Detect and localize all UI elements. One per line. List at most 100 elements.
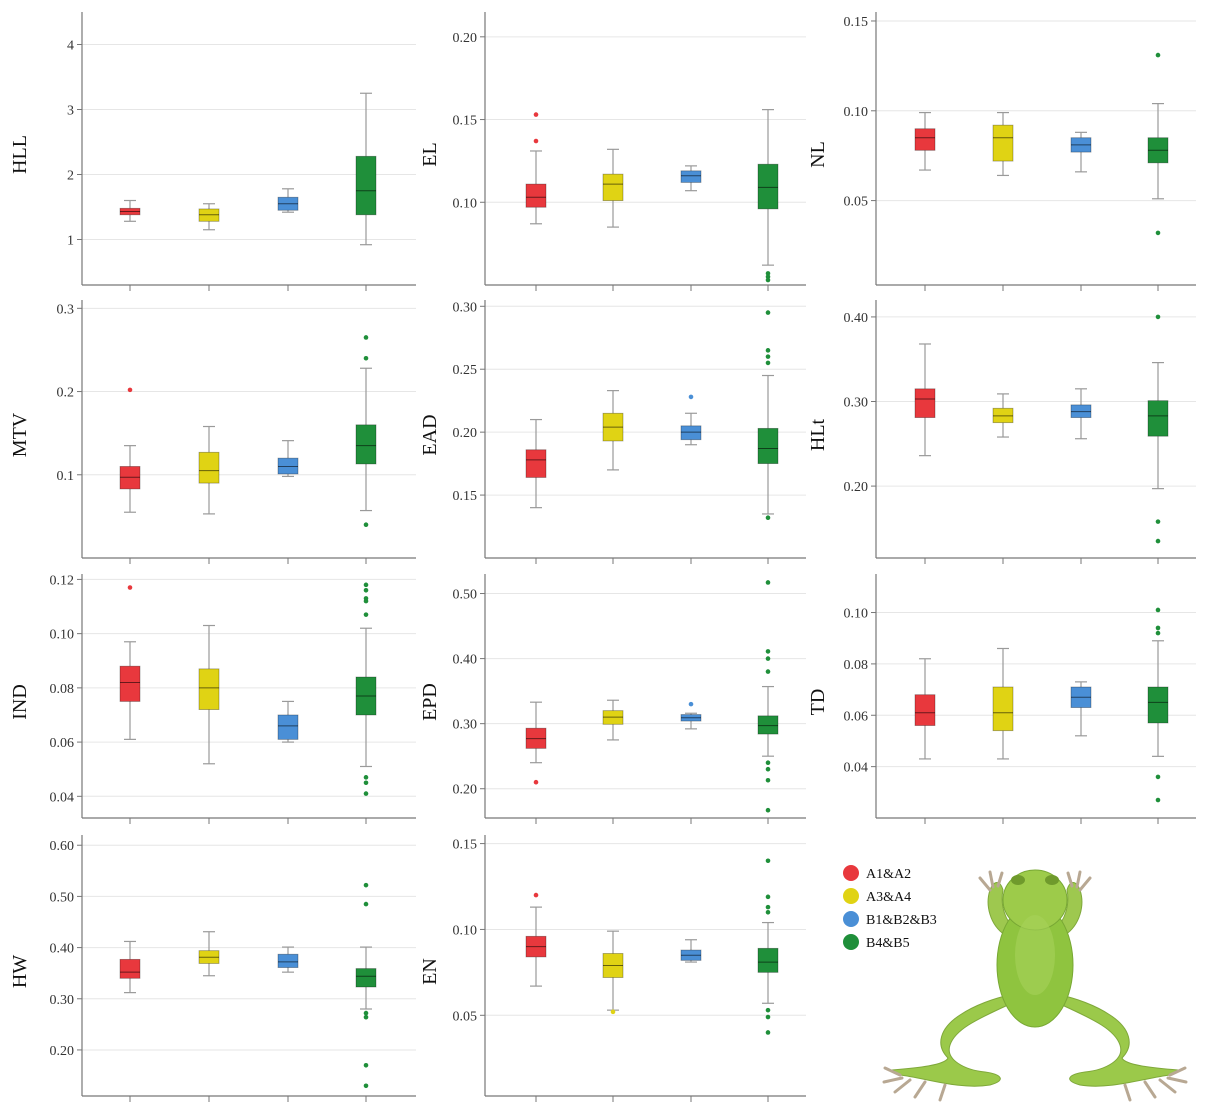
outlier-point: [688, 701, 694, 707]
box-iqr: [355, 968, 377, 988]
box-a1-a2: [525, 418, 547, 509]
outlier-point: [533, 892, 539, 898]
box-a3-a4: [992, 111, 1014, 177]
box-a1-a2: [119, 585, 141, 740]
box-b4-b5: [355, 335, 377, 528]
box-b1-b2-b3: [680, 701, 702, 730]
y-tick-label: 0.30: [50, 993, 75, 1008]
y-tick-label: 0.05: [844, 195, 869, 210]
panel-en: 0.05 0.10 0.15 EN: [419, 835, 806, 1102]
legend-label-a3a4: A3&A4: [866, 890, 911, 905]
outlier-point: [363, 775, 369, 780]
y-tick-label: 0.3: [57, 302, 75, 317]
y-axis-label: HLt: [807, 418, 829, 451]
y-tick-label: 0.10: [453, 196, 478, 211]
box-a3-a4: [198, 425, 220, 515]
legend-item-a3a4: A3&A4: [843, 888, 911, 905]
outlier-point: [1155, 630, 1161, 636]
box-b4-b5: [355, 882, 377, 1089]
box-b1-b2-b3: [680, 165, 702, 192]
box-iqr: [680, 425, 702, 441]
box-b4-b5: [355, 582, 377, 796]
box-iqr: [525, 183, 547, 208]
box-a1-a2: [914, 658, 936, 760]
box-a3-a4: [992, 647, 1014, 760]
y-tick-label: 0.30: [453, 300, 478, 315]
outlier-point: [765, 310, 771, 315]
panel-hll: 1 2 3 4 HLL: [9, 12, 416, 291]
frog-right-foot: [1123, 1066, 1188, 1102]
box-iqr: [355, 424, 377, 465]
box-b1-b2-b3: [277, 700, 299, 743]
outlier-point: [533, 112, 539, 117]
y-tick-label: 1: [67, 234, 74, 249]
legend-item-b4b5: B4&B5: [843, 934, 910, 951]
y-tick-label: 0.05: [453, 1009, 478, 1024]
outlier-point: [363, 582, 369, 588]
y-tick-label: 0.40: [453, 653, 478, 668]
box-iqr: [198, 668, 220, 710]
outlier-point: [363, 1010, 369, 1016]
y-tick-label: 0.06: [844, 709, 869, 724]
legend-label-a1a2: A1&A2: [866, 867, 911, 882]
box-iqr: [914, 128, 936, 151]
panels: 1234HLL0.100.150.20EL0.050.100.15NL0.10.…: [9, 12, 1196, 1102]
box-a3-a4: [602, 930, 624, 1015]
outlier-point: [765, 277, 771, 283]
outlier-point: [363, 791, 369, 796]
box-a1-a2: [119, 199, 141, 222]
box-iqr: [119, 665, 141, 702]
y-tick-label: 0.15: [453, 114, 478, 129]
outlier-point: [765, 1030, 771, 1035]
box-iqr: [992, 124, 1014, 162]
y-tick-label: 0.30: [844, 396, 869, 411]
y-tick-label: 3: [67, 104, 74, 119]
legend-swatch-b1b2b3: [843, 911, 859, 927]
y-tick-label: 0.40: [844, 311, 869, 326]
outlier-point: [765, 777, 771, 783]
outlier-point: [765, 894, 771, 900]
y-axis-label: EL: [419, 142, 441, 166]
box-iqr: [914, 388, 936, 418]
outlier-point: [127, 387, 133, 393]
box-a3-a4: [602, 148, 624, 228]
box-iqr: [277, 714, 299, 740]
y-axis-label: EPD: [419, 683, 441, 721]
panel-ead: 0.15 0.20 0.25 0.30 EAD: [419, 300, 806, 564]
y-tick-label: 0.20: [453, 426, 478, 441]
frog-right-hind-leg: [1059, 994, 1180, 1087]
y-axis-label: EAD: [419, 414, 441, 455]
outlier-point: [363, 1062, 369, 1068]
box-iqr: [1147, 400, 1169, 437]
outlier-point: [363, 587, 369, 593]
box-b1-b2-b3: [1070, 131, 1092, 173]
legend-swatch-a1a2: [843, 865, 859, 881]
box-a1-a2: [525, 701, 547, 785]
y-tick-label: 0.15: [844, 15, 869, 30]
box-iqr: [757, 163, 779, 210]
panel-hlt: 0.20 0.30 0.40 HLt: [807, 300, 1196, 564]
outlier-point: [765, 580, 771, 585]
y-tick-label: 0.60: [50, 839, 75, 854]
outlier-point: [1155, 314, 1161, 320]
frog-left-foot: [882, 1066, 947, 1102]
y-axis-label: HLL: [9, 135, 31, 174]
box-iqr: [757, 947, 779, 973]
legend-item-b1b2b3: B1&B2&B3: [843, 911, 937, 928]
outlier-point: [127, 585, 133, 590]
frog-photo: [882, 869, 1188, 1102]
outlier-point: [765, 669, 771, 674]
outlier-point: [363, 882, 369, 888]
y-tick-label: 0.08: [844, 658, 869, 673]
y-axis-label: MTV: [9, 412, 31, 457]
frog-left-hind-leg: [890, 994, 1011, 1087]
y-tick-label: 0.04: [844, 761, 869, 776]
frog-right-eye: [1045, 875, 1059, 885]
box-b4-b5: [1147, 607, 1169, 803]
box-iqr: [355, 155, 377, 216]
box-b4-b5: [355, 92, 377, 246]
y-axis-label: IND: [9, 684, 31, 720]
outlier-point: [1155, 797, 1161, 803]
y-tick-label: 0.04: [50, 790, 75, 805]
box-a1-a2: [119, 387, 141, 513]
